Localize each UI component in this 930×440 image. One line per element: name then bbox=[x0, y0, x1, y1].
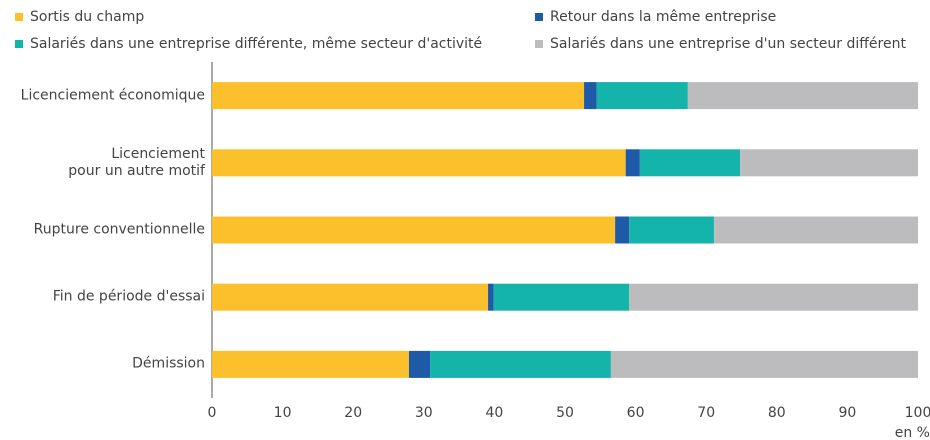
legend-swatch bbox=[15, 40, 23, 48]
bar-segment bbox=[212, 350, 409, 378]
bar-segment bbox=[610, 350, 918, 378]
x-tick-label: 20 bbox=[344, 405, 362, 421]
x-axis-label: en % bbox=[895, 425, 930, 440]
legend-label: Retour dans la même entreprise bbox=[550, 9, 776, 25]
bar-segment bbox=[740, 149, 918, 177]
legend-swatch bbox=[535, 40, 543, 48]
category-label: Licenciement économique bbox=[20, 87, 205, 104]
x-tick-label: 70 bbox=[697, 405, 715, 421]
legend-label: Sortis du champ bbox=[30, 9, 144, 25]
bar-segment bbox=[713, 216, 918, 244]
x-tick-label: 0 bbox=[208, 405, 217, 421]
x-tick-label: 50 bbox=[556, 405, 574, 421]
bar-segment bbox=[596, 82, 688, 110]
bar-segment bbox=[639, 149, 741, 177]
x-tick-label: 100 bbox=[905, 405, 930, 421]
x-tick-label: 80 bbox=[768, 405, 786, 421]
category-label: Licenciement pour un autre motif bbox=[68, 145, 205, 179]
bar-segment bbox=[408, 350, 431, 378]
legend-label: Salariés dans une entreprise d'un secteu… bbox=[550, 36, 906, 52]
bar-segment bbox=[212, 283, 489, 311]
x-tick-label: 10 bbox=[274, 405, 292, 421]
bar-segment bbox=[212, 149, 626, 177]
x-tick-label: 40 bbox=[485, 405, 503, 421]
x-tick-label: 30 bbox=[415, 405, 433, 421]
bar-segment bbox=[687, 82, 918, 110]
legend-swatch bbox=[15, 13, 23, 21]
category-label: Fin de période d'essai bbox=[52, 288, 205, 305]
category-label: Rupture conventionnelle bbox=[33, 221, 205, 238]
bar-segment bbox=[493, 283, 630, 311]
bar-segment bbox=[212, 82, 585, 110]
bar-segment bbox=[430, 350, 611, 378]
bar-segment bbox=[629, 283, 918, 311]
legend-label: Salariés dans une entreprise différente,… bbox=[30, 36, 482, 52]
category-label: Démission bbox=[132, 355, 205, 372]
x-tick-label: 90 bbox=[838, 405, 856, 421]
bar-segment bbox=[625, 149, 640, 177]
legend-swatch bbox=[535, 13, 543, 21]
bar-segment bbox=[615, 216, 630, 244]
x-tick-label: 60 bbox=[627, 405, 645, 421]
bar-segment bbox=[584, 82, 597, 110]
bar-segment bbox=[212, 216, 616, 244]
bar-segment bbox=[629, 216, 714, 244]
bar-segment bbox=[488, 283, 494, 311]
